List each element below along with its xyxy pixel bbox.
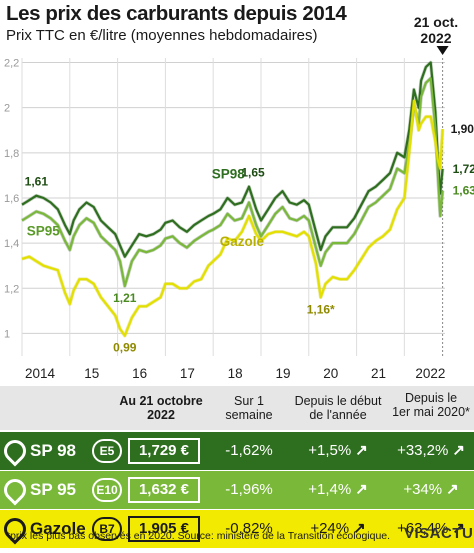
x-tick-label: 18	[228, 366, 243, 381]
since-2020-change: +34% ↗	[388, 471, 474, 509]
trend-up-icon: ↗	[446, 481, 459, 498]
table-row: Gazole B7 1,905 € -0,82% +24% ↗ +63,4% ↗	[0, 510, 474, 548]
year-change: +24% ↗	[290, 510, 386, 548]
y-tick-label: 1	[4, 328, 10, 340]
annotation-label: 1,729	[453, 162, 474, 176]
since-2020-change: +63,4% ↗	[388, 510, 474, 548]
week-change: -0,82%	[225, 520, 273, 537]
annotation-label: 0,99	[113, 341, 137, 355]
plot-area	[22, 58, 445, 356]
table-header-band	[0, 386, 474, 430]
header-since-2020: Depuis le 1er mai 2020*	[388, 391, 474, 419]
annotation-label: Gazole	[220, 234, 265, 249]
y-tick-label: 1,4	[4, 238, 19, 250]
date-marker-arrow	[436, 46, 449, 55]
y-tick-label: 1,6	[4, 193, 19, 205]
annotation-label: 1,905	[451, 122, 474, 136]
x-tick-label: 21	[371, 366, 386, 381]
price-value: 1,632 €	[128, 477, 200, 503]
year-change: +1,5% ↗	[290, 432, 386, 470]
annotation-label: 1,16*	[307, 302, 335, 316]
trend-up-icon: ↗	[355, 442, 368, 459]
table-row: SP 98 E5 1,729 € -1,62% +1,5% ↗ +33,2% ↗	[0, 432, 474, 470]
price-value: 1,729 €	[128, 438, 200, 464]
annotation-label: 1,21	[113, 291, 137, 305]
y-tick-label: 1,8	[4, 148, 19, 160]
trend-up-icon: ↗	[452, 520, 465, 537]
price-chart: 1 1,2 1,4 1,6 1,8 2 2,2 2014 15 16 17 18 19 20 21 2022 1…	[4, 46, 474, 381]
date-marker-line1: 21 oct.	[413, 14, 459, 30]
fuel-name: Gazole	[30, 519, 86, 538]
x-tick-label: 2022	[415, 366, 445, 381]
x-tick-label: 20	[323, 366, 338, 381]
fuel-badge: E5	[92, 439, 122, 463]
annotation-label: 1,61	[25, 175, 49, 189]
x-tick-label: 16	[132, 366, 147, 381]
x-tick-label: 17	[180, 366, 195, 381]
brand-logo: VISACTU	[404, 525, 474, 542]
x-tick-label: 19	[275, 366, 290, 381]
x-tick-label: 15	[84, 366, 99, 381]
annotation-label: SP95	[27, 224, 61, 239]
y-tick-label: 1,2	[4, 283, 19, 295]
annotation-label: 1,65	[241, 166, 265, 180]
price-value: 1,905 €	[128, 516, 200, 542]
annotation-label: SP98	[212, 167, 246, 182]
week-change: -1,96%	[225, 481, 273, 498]
week-change: -1,62%	[225, 442, 273, 459]
fuel-name: SP 98	[30, 441, 77, 460]
since-2020-change: +33,2% ↗	[388, 432, 474, 470]
date-marker: 21 oct. 2022	[408, 14, 464, 46]
table-row: SP 95 E10 1,632 € -1,96% +1,4% ↗ +34% ↗	[0, 471, 474, 509]
header-week: Sur 1 semaine	[225, 394, 273, 422]
header-since-2020-line1: Depuis le	[404, 391, 458, 405]
fuel-badge: B7	[92, 517, 122, 541]
fuel-badge: E10	[92, 478, 122, 502]
trend-up-icon: ↗	[353, 520, 366, 537]
trend-up-icon: ↗	[355, 481, 368, 498]
x-tick-label: 2014	[25, 366, 56, 381]
trend-up-icon: ↗	[452, 442, 465, 459]
y-tick-label: 2	[4, 103, 10, 115]
series-line-gazole	[21, 99, 444, 337]
fuel-nozzle-icon	[0, 435, 31, 467]
series-line-sp98	[21, 61, 444, 258]
year-change: +1,4% ↗	[290, 471, 386, 509]
chart-subtitle: Prix TTC en €/litre (moyennes hebdomadai…	[6, 27, 318, 44]
header-date: Au 21 octobre 2022	[119, 394, 203, 422]
header-year: Depuis le début de l'année	[294, 394, 382, 422]
page-title: Les prix des carburants depuis 2014	[6, 2, 347, 25]
fuel-name: SP 95	[30, 480, 77, 499]
series-line-sp95	[21, 77, 444, 288]
annotation-label: 1,632	[453, 184, 474, 198]
fuel-nozzle-icon	[0, 474, 31, 506]
footnote: *prix les plus bas observés en 2020. Sou…	[6, 530, 391, 542]
y-tick-label: 2,2	[4, 58, 19, 70]
header-since-2020-line2: 1er mai 2020*	[392, 405, 470, 419]
date-marker-line2: 2022	[420, 30, 452, 46]
